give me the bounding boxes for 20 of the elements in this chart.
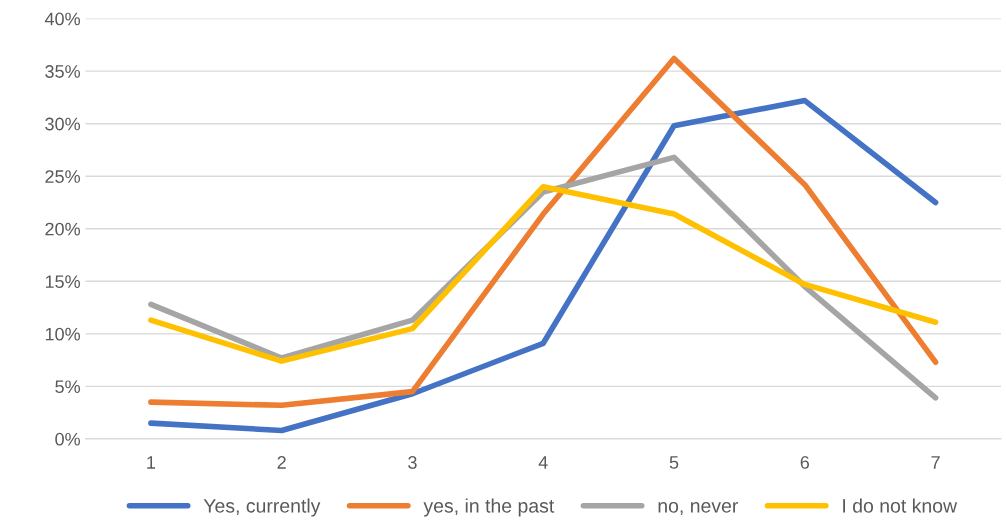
x-tick-label: 5: [669, 456, 679, 469]
y-tick-label: 35%: [45, 65, 81, 78]
x-tick-label: 1: [147, 456, 156, 469]
x-tick-label: 6: [800, 456, 810, 469]
legend-label: yes, in the past: [423, 498, 555, 517]
x-tick-label: 7: [931, 456, 940, 469]
y-tick-label: 15%: [45, 275, 81, 289]
legend-label: no, never: [658, 502, 739, 516]
y-tick-label: 30%: [45, 117, 81, 131]
legend-label: I do not know: [843, 498, 958, 513]
legend-label: Yes, currently: [203, 498, 321, 517]
y-tick-label: 25%: [45, 170, 81, 183]
x-tick-label: 3: [408, 456, 417, 469]
y-tick-label: 10%: [45, 327, 81, 341]
y-tick-label: 5%: [55, 380, 81, 394]
y-tick-label: 40%: [44, 12, 81, 26]
x-tick-label: 2: [277, 456, 286, 469]
x-tick-label: 4: [538, 456, 548, 469]
y-tick-label: 0%: [55, 432, 81, 446]
y-tick-label: 20%: [45, 222, 81, 236]
